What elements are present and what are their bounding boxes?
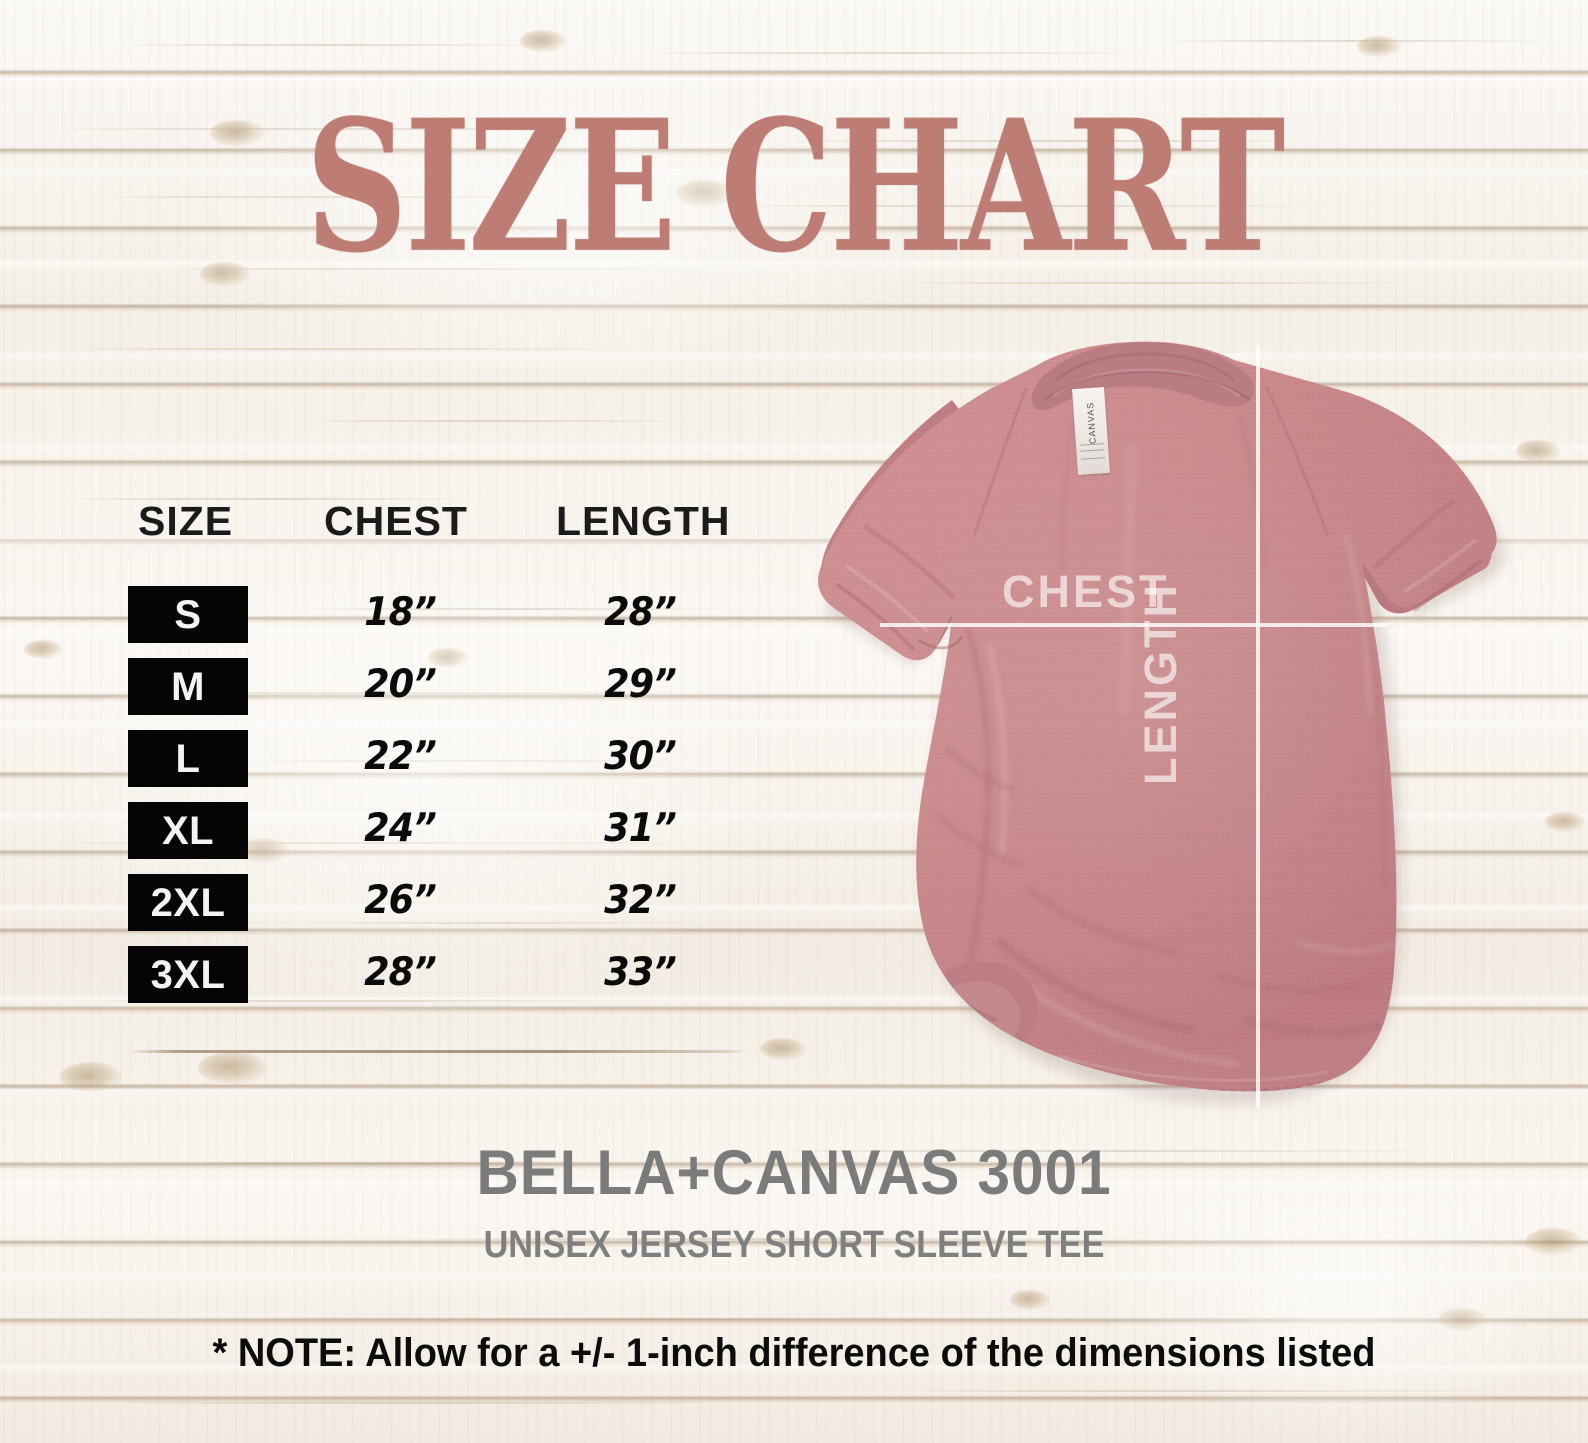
size-label: L: [175, 736, 201, 781]
length-value: 31”: [604, 806, 677, 851]
product-type-text: UNISEX JERSEY SHORT SLEEVE TEE: [483, 1224, 1105, 1266]
size-chip: S: [128, 586, 248, 643]
length-value: 33”: [604, 950, 677, 995]
size-label: M: [171, 664, 205, 709]
length-value: 29”: [604, 662, 677, 707]
length-guide-label: LENGTH: [1135, 582, 1186, 785]
brand-model-text: BELLA+CANVAS 3001: [476, 1138, 1112, 1208]
size-label: S: [174, 592, 202, 637]
chest-value: 24”: [364, 806, 437, 851]
header-divider: [128, 1050, 748, 1053]
tolerance-note: * NOTE: Allow for a +/- 1-inch differenc…: [212, 1331, 1376, 1375]
tshirt-photo: [700, 330, 1588, 1130]
length-value: 32”: [604, 878, 677, 923]
chest-guide-label: CHEST: [1002, 566, 1170, 617]
size-chip: XL: [128, 802, 248, 859]
column-header-chest: CHEST: [324, 498, 468, 544]
chest-value: 18”: [364, 590, 437, 635]
table-row: 3XL 28” 33”: [128, 946, 748, 1003]
table-row: S 18” 28”: [128, 586, 748, 643]
canvas-neck-label: CANVAS: [1072, 386, 1110, 476]
column-header-length: LENGTH: [556, 498, 731, 544]
table-row: XL 24” 31”: [128, 802, 748, 859]
table-row: M 20” 29”: [128, 658, 748, 715]
page-title: SIZE CHART: [305, 81, 1285, 294]
size-chip: 2XL: [128, 874, 248, 931]
chest-value: 26”: [364, 878, 437, 923]
column-header-size: SIZE: [138, 498, 234, 544]
table-row: L 22” 30”: [128, 730, 748, 787]
tshirt-illustration: [818, 341, 1506, 1104]
chest-value: 20”: [364, 662, 437, 707]
length-value: 28”: [604, 590, 677, 635]
size-chip: M: [128, 658, 248, 715]
size-chip: L: [128, 730, 248, 787]
chest-value: 28”: [364, 950, 437, 995]
table-header-row: SIZE CHEST LENGTH: [128, 498, 748, 552]
size-table: SIZE CHEST LENGTH S 18” 28” M 20” 29” L …: [128, 498, 748, 1053]
length-value: 30”: [604, 734, 677, 779]
size-label: 3XL: [150, 952, 226, 997]
chest-value: 22”: [364, 734, 437, 779]
size-chip: 3XL: [128, 946, 248, 1003]
chest-guide-line: [880, 623, 1388, 627]
neck-label-text: CANVAS: [1084, 401, 1098, 445]
size-label: 2XL: [150, 880, 226, 925]
length-guide-line: [1256, 345, 1260, 1107]
table-row: 2XL 26” 32”: [128, 874, 748, 931]
size-label: XL: [161, 808, 215, 853]
